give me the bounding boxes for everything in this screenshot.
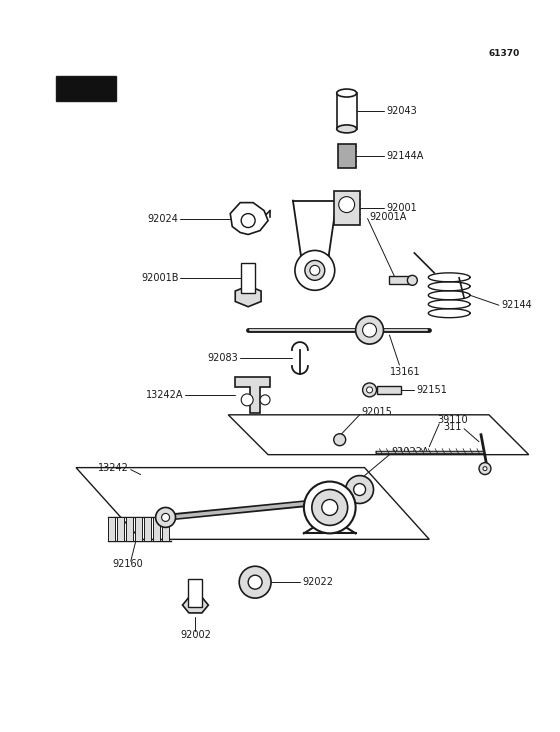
Text: 92144: 92144: [501, 300, 531, 310]
Text: 92160: 92160: [113, 559, 143, 569]
Text: 92022: 92022: [302, 577, 333, 587]
Circle shape: [367, 387, 372, 393]
Circle shape: [305, 261, 325, 280]
Ellipse shape: [337, 89, 357, 97]
Bar: [135, 518, 142, 542]
Circle shape: [241, 394, 253, 406]
Circle shape: [241, 214, 255, 228]
Polygon shape: [235, 377, 270, 413]
Text: 92151: 92151: [416, 385, 447, 395]
Text: 61370: 61370: [489, 49, 520, 58]
Text: 13161: 13161: [389, 367, 420, 377]
Bar: [241, 264, 255, 294]
Text: FRONT: FRONT: [69, 85, 103, 94]
Ellipse shape: [337, 125, 357, 133]
Circle shape: [239, 567, 271, 598]
Bar: [126, 518, 133, 542]
Bar: [376, 386, 402, 394]
Bar: [337, 93, 357, 129]
Polygon shape: [56, 76, 116, 101]
Text: 92083: 92083: [207, 353, 238, 363]
Circle shape: [260, 395, 270, 405]
Polygon shape: [183, 597, 208, 613]
Circle shape: [353, 484, 366, 496]
Circle shape: [356, 316, 384, 344]
Circle shape: [248, 575, 262, 589]
Circle shape: [156, 507, 175, 527]
Circle shape: [483, 466, 487, 471]
Bar: [338, 144, 356, 168]
Circle shape: [334, 434, 346, 446]
Text: 92022A: 92022A: [391, 447, 429, 457]
Bar: [108, 518, 115, 542]
Circle shape: [312, 490, 348, 526]
Text: 311: 311: [444, 422, 462, 432]
Polygon shape: [230, 203, 268, 234]
Circle shape: [162, 513, 170, 521]
Circle shape: [339, 197, 354, 212]
Circle shape: [407, 275, 417, 285]
Text: 92144A: 92144A: [386, 151, 424, 161]
Circle shape: [295, 250, 335, 291]
Text: 92015: 92015: [362, 407, 393, 417]
Circle shape: [479, 463, 491, 474]
Bar: [144, 518, 151, 542]
Text: 39110: 39110: [437, 415, 468, 425]
Text: 92043: 92043: [386, 106, 417, 116]
Text: 92001: 92001: [386, 203, 417, 212]
Circle shape: [304, 482, 356, 534]
Bar: [389, 277, 412, 284]
Text: 92001A: 92001A: [370, 212, 407, 222]
Bar: [117, 518, 124, 542]
Text: 92001B: 92001B: [141, 273, 179, 283]
Circle shape: [346, 476, 374, 504]
Bar: [162, 518, 169, 542]
Text: 92024: 92024: [148, 214, 179, 223]
Polygon shape: [235, 285, 261, 307]
Circle shape: [322, 499, 338, 515]
Bar: [153, 518, 160, 542]
Circle shape: [362, 383, 376, 397]
Bar: [189, 579, 202, 607]
Text: 13242: 13242: [98, 463, 129, 473]
Text: 13242A: 13242A: [146, 390, 184, 400]
Circle shape: [310, 266, 320, 275]
Text: 92002: 92002: [180, 630, 211, 640]
Bar: [334, 190, 360, 225]
Circle shape: [362, 323, 376, 337]
